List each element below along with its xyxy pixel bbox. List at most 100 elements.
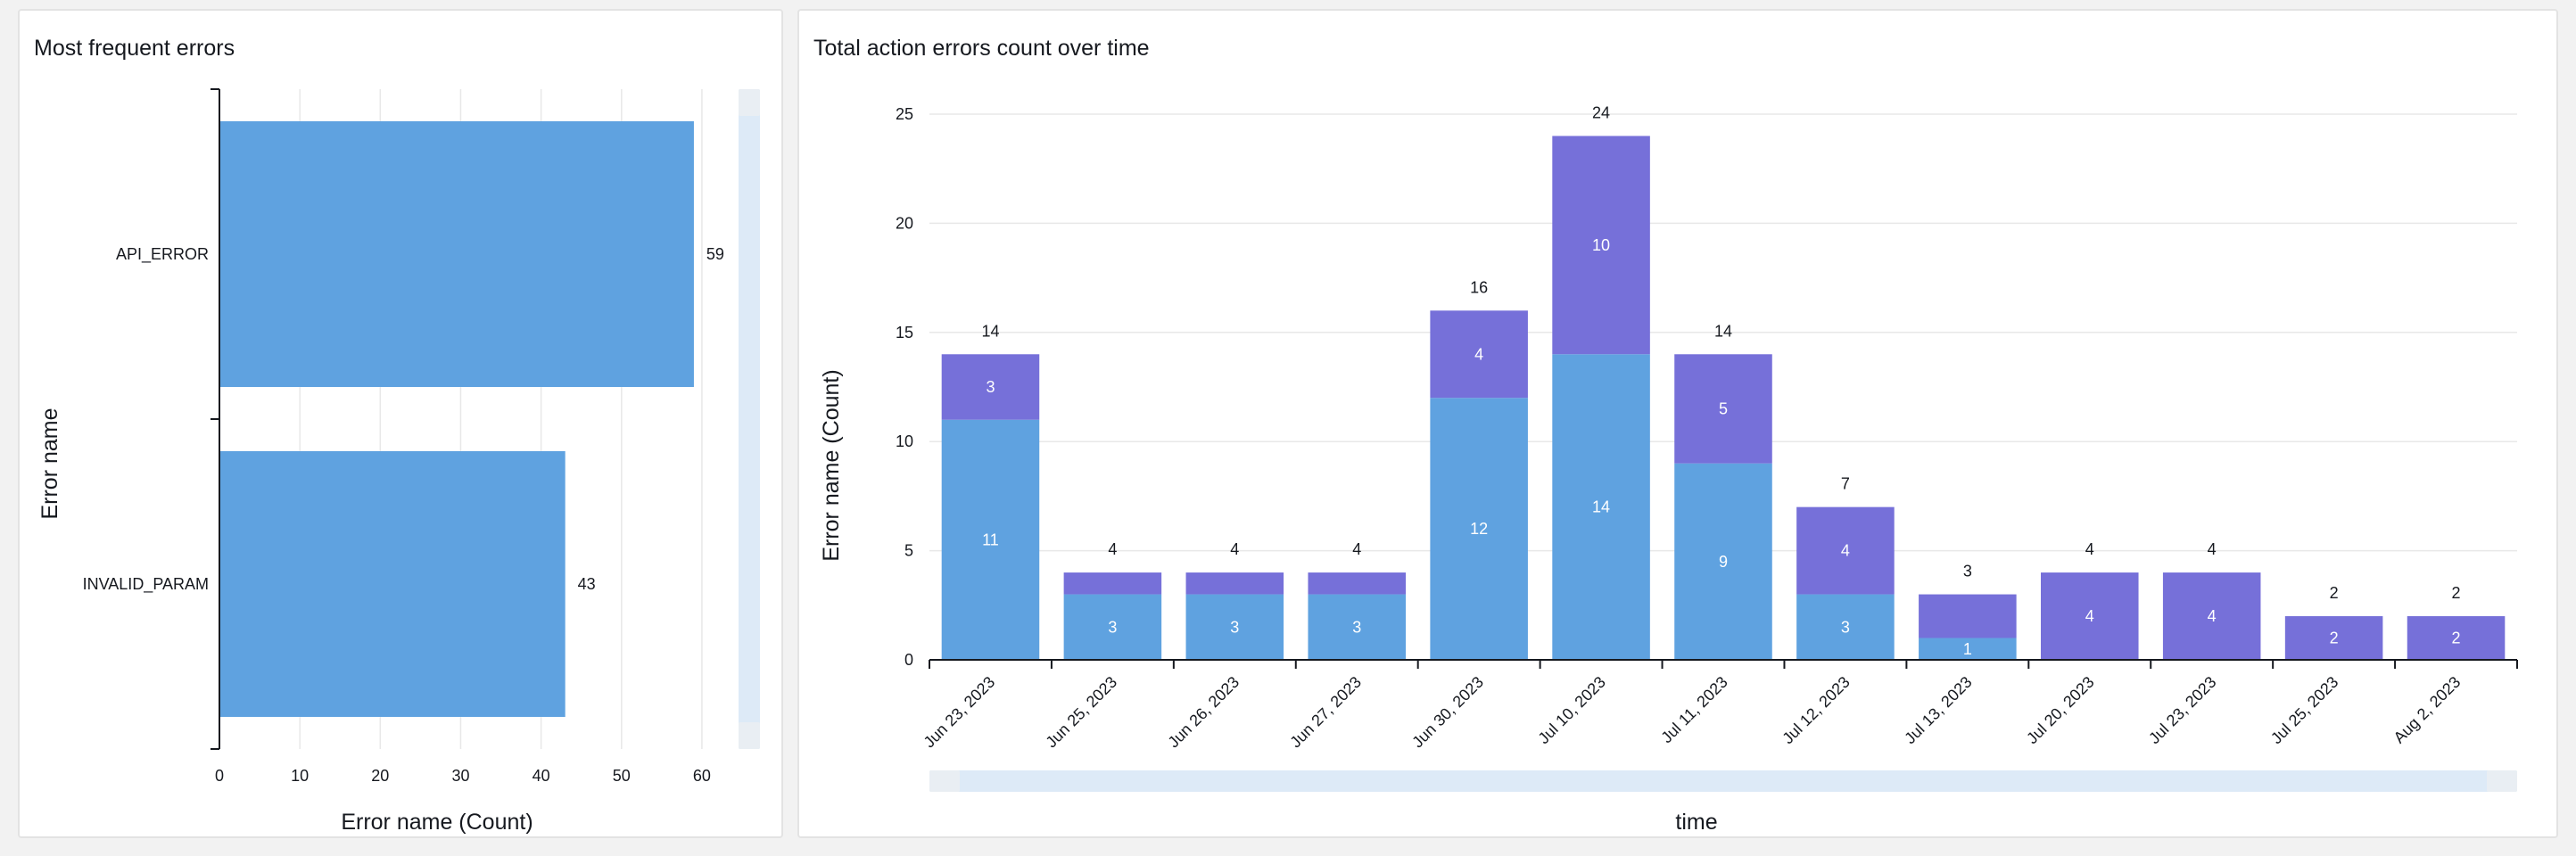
bar-segment[interactable] (1430, 398, 1528, 660)
segment-label: 2 (2330, 630, 2339, 647)
y-tick-label: 5 (904, 542, 913, 560)
segment-label: 3 (986, 378, 995, 396)
bar-segment[interactable] (1919, 594, 2017, 638)
x-tick-label: 10 (291, 767, 309, 785)
bar-segment[interactable] (2407, 616, 2506, 660)
segment-label: 9 (1719, 553, 1728, 571)
x-tick-label: Jun 23, 2023 (921, 673, 999, 752)
bar-segment[interactable] (2041, 572, 2139, 660)
segment-label: 10 (1592, 236, 1610, 254)
panel-title: Total action errors count over time (813, 36, 1150, 61)
segment-label: 3 (1230, 618, 1239, 636)
total-label: 2 (2330, 584, 2339, 602)
segment-label: 3 (1108, 618, 1117, 636)
x-tick-label: Jun 27, 2023 (1286, 673, 1365, 752)
x-tick-label: 30 (451, 767, 469, 785)
bar-segment[interactable] (1674, 354, 1772, 464)
total-label: 14 (1714, 322, 1732, 340)
x-tick-label: Jun 25, 2023 (1042, 673, 1120, 752)
horizontal-scrollbar[interactable] (929, 770, 2517, 792)
y-tick-label: 10 (896, 432, 913, 450)
bar-segment[interactable] (1308, 594, 1406, 660)
segment-label: 2 (2452, 630, 2461, 647)
segment-label: 5 (1719, 399, 1728, 417)
y-axis-title: Error name (Count) (819, 369, 844, 561)
bar-value-label: 43 (578, 575, 596, 593)
segment-label: 3 (1352, 618, 1361, 636)
bar-segment[interactable] (2162, 572, 2261, 660)
bar-segment[interactable] (941, 419, 1040, 660)
total-label: 4 (2085, 540, 2094, 558)
bar-segment[interactable] (1430, 310, 1528, 399)
bar-segment[interactable] (1063, 594, 1162, 660)
y-tick-label: 20 (896, 214, 913, 232)
total-label: 14 (981, 322, 999, 340)
total-label: 7 (1841, 475, 1850, 493)
bar-segment[interactable] (1308, 572, 1406, 595)
scrollbar-handle-bottom[interactable] (739, 722, 760, 749)
y-tick-label: 15 (896, 324, 913, 342)
total-label: 2 (2452, 584, 2461, 602)
segment-label: 4 (1474, 345, 1483, 363)
y-tick-label: 25 (896, 105, 913, 123)
total-label: 4 (2208, 540, 2217, 558)
bar[interactable] (219, 121, 694, 387)
bar[interactable] (219, 451, 566, 717)
horizontal-bar-chart: 0 10 20 30 40 50 60 59 API_ERROR 43 INVALID_PARAM E… (37, 88, 760, 835)
bar-segment[interactable] (1919, 638, 2017, 660)
bar-segment[interactable] (1796, 506, 1895, 595)
segment-label: 1 (1963, 640, 1972, 658)
scrollbar-handle-top[interactable] (739, 89, 760, 116)
most-frequent-errors-panel: Most frequent errors 0 10 20 30 40 50 60 59 API_… (18, 9, 783, 838)
y-axis-title: Error name (37, 407, 62, 519)
x-tick-label: Jul 10, 2023 (1534, 673, 1608, 747)
x-tick-label: Jul 13, 2023 (1901, 673, 1975, 747)
bar-segment[interactable] (1185, 594, 1284, 660)
vertical-scrollbar[interactable] (739, 89, 760, 749)
x-tick-label: Aug 2, 2023 (2390, 673, 2465, 747)
total-label: 16 (1470, 278, 1488, 296)
bar-segment[interactable] (1552, 354, 1650, 660)
x-tick-label: Jul 11, 2023 (1657, 673, 1731, 747)
x-tick-label: Jun 26, 2023 (1164, 673, 1243, 752)
x-tick-label: Jul 25, 2023 (2267, 673, 2341, 747)
y-tick-label: 0 (904, 651, 913, 669)
x-axis-title: time (1675, 810, 1717, 835)
scrollbar-handle-right[interactable] (2487, 770, 2517, 792)
bar-segment[interactable] (941, 354, 1040, 420)
bar-segment[interactable] (1063, 572, 1162, 595)
x-tick-label: 60 (693, 767, 711, 785)
bar-segment[interactable] (2284, 616, 2383, 660)
segment-label: 3 (1841, 618, 1850, 636)
total-label: 4 (1108, 540, 1117, 558)
segment-label: 11 (982, 531, 999, 548)
x-tick-label: 40 (533, 767, 550, 785)
total-label: 3 (1963, 563, 1972, 580)
bar-segment[interactable] (1796, 594, 1895, 660)
x-tick-label: Jul 20, 2023 (2023, 673, 2097, 747)
segment-label: 4 (2085, 607, 2094, 625)
total-label: 4 (1230, 540, 1239, 558)
x-tick-label: Jul 23, 2023 (2145, 673, 2219, 747)
x-axis-title: Error name (Count) (341, 810, 533, 835)
x-tick-label: Jun 30, 2023 (1408, 673, 1487, 752)
bar-segment[interactable] (1552, 136, 1650, 355)
errors-over-time-panel: Total action errors count over time 0 5 10… (797, 9, 2558, 838)
panel-title: Most frequent errors (34, 36, 235, 61)
segment-label: 14 (1592, 498, 1610, 516)
x-tick-label: 20 (371, 767, 389, 785)
bar-value-label: 59 (706, 245, 724, 263)
x-tick-label: 0 (215, 767, 224, 785)
segment-label: 12 (1470, 520, 1488, 538)
total-label: 4 (1352, 540, 1361, 558)
segment-label: 4 (2208, 607, 2217, 625)
segment-label: 4 (1841, 542, 1850, 560)
bar-segment[interactable] (1674, 463, 1772, 660)
x-tick-label: Jul 12, 2023 (1779, 673, 1853, 747)
bar-segment[interactable] (1185, 572, 1284, 595)
y-tick-label: API_ERROR (116, 245, 209, 264)
y-tick-label: INVALID_PARAM (83, 575, 209, 594)
scrollbar-handle-left[interactable] (929, 770, 960, 792)
total-label: 24 (1592, 103, 1610, 121)
